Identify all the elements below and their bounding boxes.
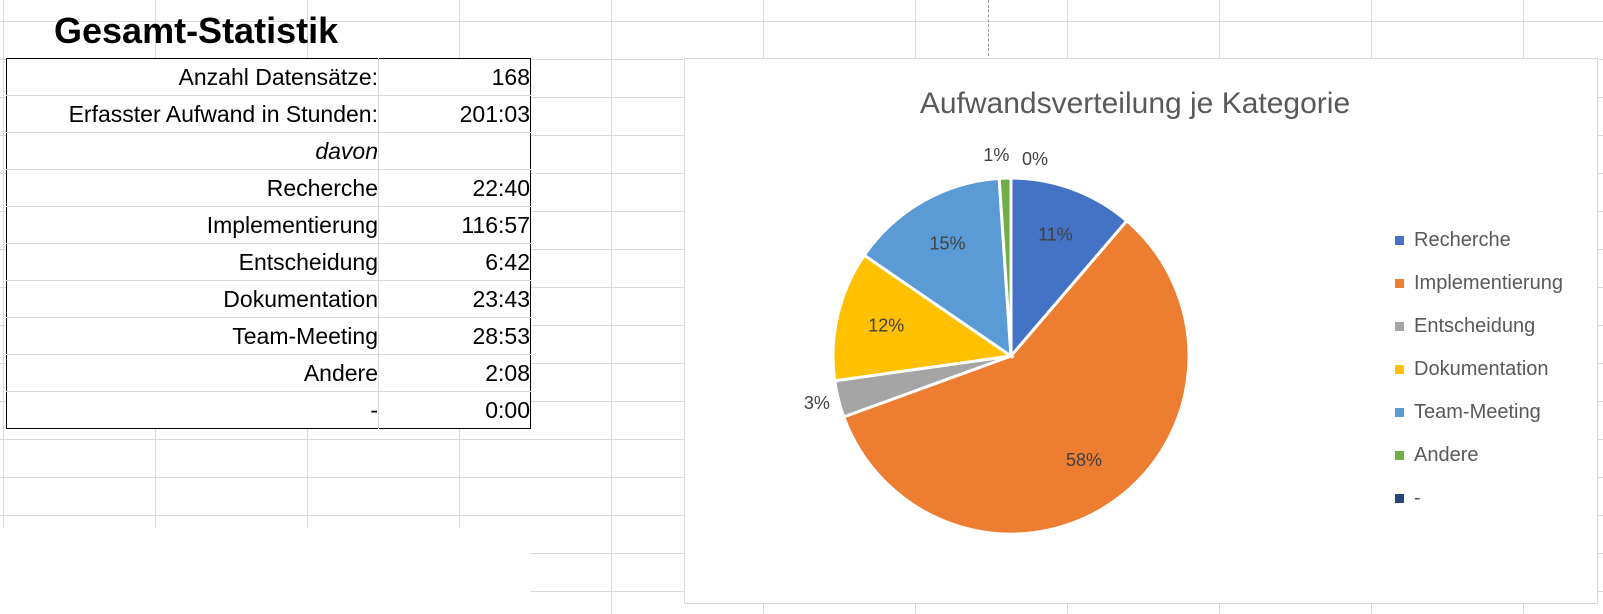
legend-swatch — [1395, 236, 1404, 245]
row-value[interactable] — [378, 132, 531, 170]
data-label[interactable]: 3% — [804, 393, 830, 413]
statistics-table: Anzahl Datensätze: 168 Erfasster Aufwand i… — [6, 58, 531, 429]
data-label[interactable]: 11% — [1038, 225, 1073, 245]
row-value[interactable]: 22:40 — [378, 169, 531, 207]
legend-label: Team-Meeting — [1414, 401, 1541, 423]
legend-label: Entscheidung — [1414, 315, 1536, 337]
row-value[interactable]: 28:53 — [378, 317, 531, 355]
row-value[interactable]: 168 — [378, 58, 531, 96]
legend-item[interactable]: Andere — [1395, 434, 1563, 477]
row-label[interactable]: Recherche — [6, 169, 379, 207]
data-label[interactable]: 0% — [1022, 149, 1048, 169]
legend-label: Dokumentation — [1414, 358, 1549, 380]
legend-label: Andere — [1414, 444, 1479, 466]
legend-item[interactable]: Dokumentation — [1395, 348, 1563, 391]
table-row: Recherche 22:40 — [6, 169, 531, 207]
page-break-marker — [988, 0, 989, 56]
row-label[interactable]: Team-Meeting — [6, 317, 379, 355]
legend-swatch — [1395, 451, 1404, 460]
table-row: Entscheidung 6:42 — [6, 243, 531, 281]
pie-slice[interactable] — [841, 218, 1191, 536]
table-row: - 0:00 — [6, 391, 531, 429]
chart-title[interactable]: Aufwandsverteilung je Kategorie — [919, 87, 1351, 120]
legend-swatch — [1395, 322, 1404, 331]
chart-legend[interactable]: Recherche Implementierung Entscheidung Doku… — [1395, 219, 1563, 520]
sheet-title: Gesamt-Statistik — [54, 10, 339, 51]
table-row: Dokumentation 23:43 — [6, 280, 531, 318]
row-label[interactable]: Anzahl Datensätze: — [6, 58, 379, 96]
table-row: Andere 2:08 — [6, 354, 531, 392]
legend-swatch — [1395, 279, 1404, 288]
data-label[interactable]: 12% — [868, 315, 904, 335]
row-value[interactable]: 0:00 — [485, 396, 530, 423]
legend-item[interactable]: Entscheidung — [1395, 305, 1563, 348]
pie-chart[interactable]: 11% 58% 3% 12% 15% 1% 0% — [685, 59, 1597, 603]
data-label[interactable]: 15% — [930, 233, 966, 253]
row-label[interactable]: - — [6, 391, 379, 429]
row-value[interactable]: 116:57 — [378, 206, 531, 244]
row-label[interactable]: Implementierung — [6, 206, 379, 244]
pie-slice[interactable] — [862, 176, 1013, 359]
table-row: Anzahl Datensätze: 168 — [6, 58, 531, 96]
row-label[interactable]: Andere — [6, 354, 379, 392]
row-label[interactable]: Entscheidung — [6, 243, 379, 281]
legend-swatch — [1395, 494, 1404, 503]
legend-item[interactable]: - — [1395, 477, 1563, 520]
table-row: Team-Meeting 28:53 — [6, 317, 531, 355]
pie-slice[interactable] — [831, 253, 1016, 383]
table-row: Erfasster Aufwand in Stunden: 201:03 — [6, 95, 531, 133]
row-label[interactable]: davon — [6, 132, 379, 170]
row-value[interactable]: 201:03 — [378, 95, 531, 133]
row-value[interactable]: 6:42 — [378, 243, 531, 281]
row-value[interactable]: 2:08 — [378, 354, 531, 392]
pie-slice[interactable] — [997, 176, 1013, 357]
legend-label: Implementierung — [1414, 272, 1563, 294]
data-label[interactable]: 1% — [983, 145, 1009, 165]
legend-label: - — [1414, 487, 1421, 509]
table-row: Implementierung 116:57 — [6, 206, 531, 244]
legend-item[interactable]: Recherche — [1395, 219, 1563, 262]
row-label[interactable]: Dokumentation — [6, 280, 379, 318]
table-row: davon — [6, 132, 531, 170]
data-label[interactable]: 58% — [1066, 450, 1102, 470]
legend-swatch — [1395, 365, 1404, 374]
row-label[interactable]: Erfasster Aufwand in Stunden: — [6, 95, 379, 133]
pie-slice[interactable] — [1009, 176, 1129, 361]
blank-area — [0, 528, 530, 614]
chart-area[interactable]: Aufwandsverteilung je Kategorie 11% 58% 3%… — [684, 58, 1598, 604]
legend-item[interactable]: Team-Meeting — [1395, 391, 1563, 434]
legend-swatch — [1395, 408, 1404, 417]
row-value[interactable]: 23:43 — [378, 280, 531, 318]
legend-item[interactable]: Implementierung — [1395, 262, 1563, 305]
legend-label: Recherche — [1414, 229, 1511, 251]
